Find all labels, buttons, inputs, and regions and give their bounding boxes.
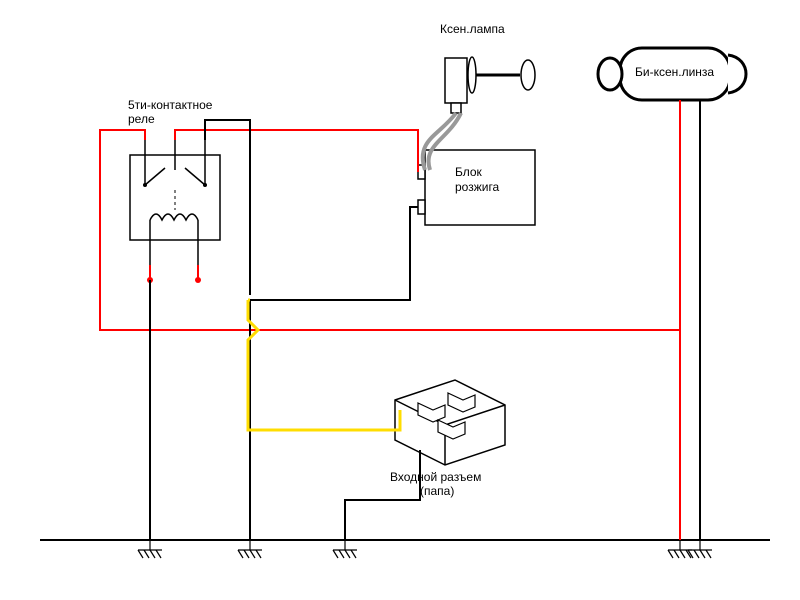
label-relay-1: 5ти-контактное [128, 98, 212, 112]
xenon-lamp [445, 58, 467, 103]
label-connector-2: (папа) [420, 484, 454, 498]
label-relay-2: реле [128, 112, 155, 126]
yellow-wire [248, 300, 400, 430]
label-igniter-1: Блок [455, 165, 482, 179]
label-igniter-2: розжига [455, 180, 499, 194]
label-xenon-lamp: Ксен.лампа [440, 22, 505, 36]
label-bi-xenon-lens: Би-ксен.линза [635, 65, 714, 79]
red-wires [100, 100, 680, 330]
input-connector [395, 380, 505, 465]
ground-symbols [138, 540, 712, 558]
label-connector-1: Входной разъем [390, 470, 481, 484]
